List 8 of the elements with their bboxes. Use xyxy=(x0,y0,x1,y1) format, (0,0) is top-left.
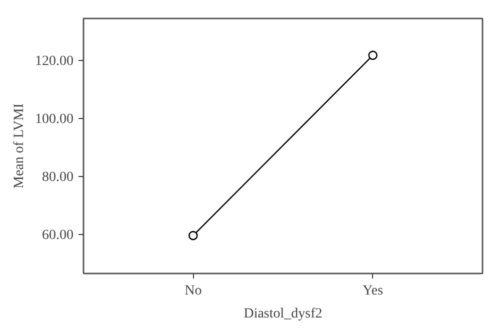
y-tick-label: 80.00 xyxy=(42,170,74,186)
x-tick-label: No xyxy=(184,284,202,298)
x-axis-title: Diastol_dysf2 xyxy=(244,306,322,322)
y-tick-label: 100.00 xyxy=(35,112,74,128)
x-tick-label: Yes xyxy=(362,284,384,298)
y-tick-label: 120.00 xyxy=(35,54,74,70)
y-axis-title: Mean of LVMI xyxy=(12,103,27,189)
y-tick-label: 60.00 xyxy=(42,228,74,244)
